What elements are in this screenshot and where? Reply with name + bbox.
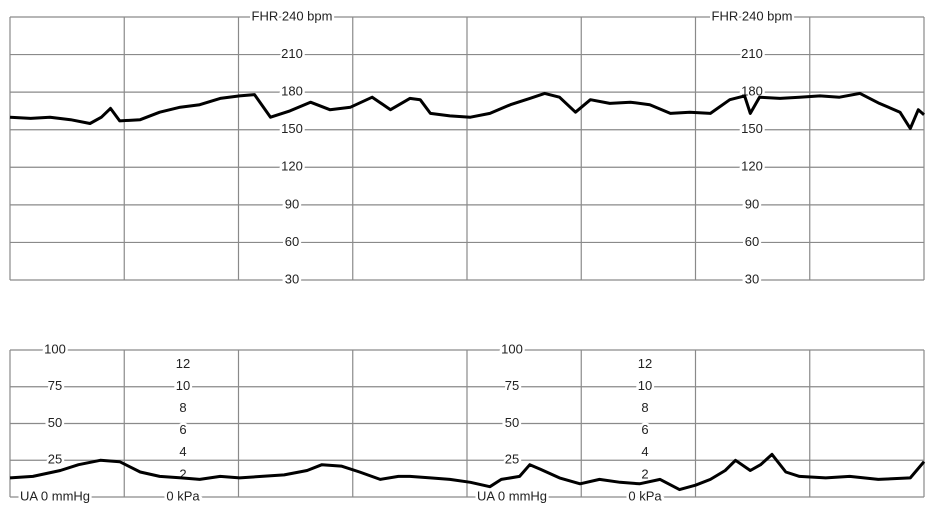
y2-tick-label: 4 (179, 444, 186, 459)
y-tick-label: 25 (48, 452, 62, 467)
y2-tick-label: 12 (638, 356, 652, 371)
y2-tick-label: 10 (638, 378, 652, 393)
y-tick-label: 100 (501, 341, 523, 356)
y2-tick-label: 8 (641, 400, 648, 415)
y-tick-label: 30 (285, 271, 299, 286)
y-tick-label: 90 (745, 196, 759, 211)
y-tick-label: 120 (281, 159, 303, 174)
y2-tick-label: 0 kPa (166, 488, 200, 503)
y-tick-label: 30 (745, 271, 759, 286)
y2-tick-label: 4 (641, 444, 648, 459)
y2-tick-label: 0 kPa (628, 488, 662, 503)
y-tick-label: 180 (281, 84, 303, 99)
y2-tick-label: 6 (179, 422, 186, 437)
y-tick-label: 60 (745, 234, 759, 249)
y-tick-label: UA 0 mmHg (20, 488, 90, 503)
y-tick-label: 150 (281, 121, 303, 136)
y-tick-label: UA 0 mmHg (477, 488, 547, 503)
y-tick-label: 210 (741, 46, 763, 61)
trace-line (9, 91, 925, 130)
y-tick-label: 25 (505, 452, 519, 467)
y2-tick-label: 2 (641, 466, 648, 481)
y-tick-label: 60 (285, 234, 299, 249)
y-tick-label: 50 (48, 415, 62, 430)
y-tick-label: 100 (44, 341, 66, 356)
y-tick-label: 120 (741, 159, 763, 174)
y2-tick-label: 12 (176, 356, 190, 371)
trace-line (9, 452, 926, 492)
y-tick-label: FHR 240 bpm (252, 8, 333, 23)
y-tick-label: 75 (48, 378, 62, 393)
y-tick-label: FHR 240 bpm (712, 8, 793, 23)
y-tick-label: 150 (741, 121, 763, 136)
y-tick-label: 210 (281, 46, 303, 61)
y-tick-label: 90 (285, 196, 299, 211)
y2-tick-label: 10 (176, 378, 190, 393)
y2-tick-label: 6 (641, 422, 648, 437)
y-tick-label: 75 (505, 378, 519, 393)
y-tick-label: 50 (505, 415, 519, 430)
y2-tick-label: 8 (179, 400, 186, 415)
